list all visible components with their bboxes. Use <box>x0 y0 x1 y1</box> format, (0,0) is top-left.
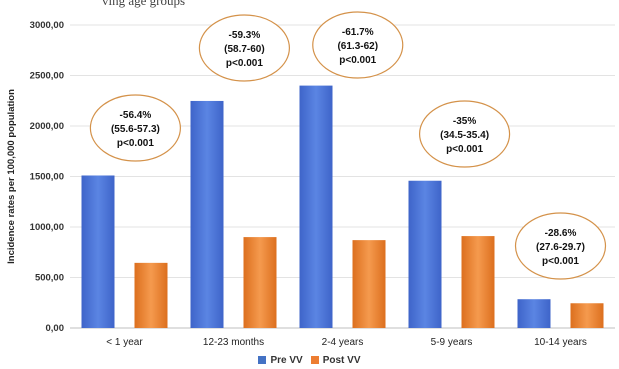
y-tick-label: 1000,00 <box>30 222 64 233</box>
legend-item-pre: Pre VV <box>258 354 303 366</box>
legend-label-pre: Pre VV <box>270 354 303 366</box>
bar-pre-vv <box>517 299 551 328</box>
annotation-text: -59.3% <box>229 30 261 41</box>
x-category-label: 5-9 years <box>431 337 473 348</box>
cropped-caption: ving age groups <box>0 0 619 10</box>
legend-swatch-pre <box>258 356 267 364</box>
bar-pre-vv <box>408 180 442 328</box>
annotation-text: p<0.001 <box>446 144 483 155</box>
legend: Pre VV Post VV <box>0 352 619 368</box>
annotation-text: (34.5-35.4) <box>440 130 489 141</box>
bar-post-vv <box>461 236 495 328</box>
annotation-text: p<0.001 <box>339 55 376 66</box>
x-axis-categories: < 1 year 12-23 months 2-4 years 5-9 years 10… <box>106 337 587 348</box>
x-category-label: < 1 year <box>106 337 143 348</box>
bar-pre-vv <box>190 100 224 329</box>
annotation-text: (55.6-57.3) <box>111 124 160 135</box>
annotation-text: -28.6% <box>545 228 577 239</box>
annotation-ellipse <box>312 11 404 79</box>
annotations: -56.4% (55.6-57.3) p<0.001 -59.3% (58.7-60) p… <box>89 11 607 280</box>
y-tick-label: 500,00 <box>35 273 64 284</box>
y-tick-label: 3000,00 <box>30 20 64 31</box>
annotation-text: p<0.001 <box>117 138 154 149</box>
annotation-ellipse <box>198 14 290 82</box>
annotation-text: -61.7% <box>342 27 374 38</box>
y-axis-label: Incidence rates per 100,000 population <box>6 89 17 264</box>
y-tick-label: 1500,00 <box>30 172 64 183</box>
bar-pre-vv <box>299 85 333 328</box>
x-category-label: 10-14 years <box>534 337 587 348</box>
legend-swatch-post <box>310 356 319 364</box>
y-axis-ticks: 0,00 500,00 1000,00 1500,00 2000,00 2500,00 30… <box>30 20 64 334</box>
annotation-text: (27.6-29.7) <box>536 242 585 253</box>
annotation-ellipse <box>418 100 511 168</box>
bar-post-vv <box>352 240 386 328</box>
bar-pre-vv <box>81 175 115 328</box>
annotation-text: -35% <box>453 116 476 127</box>
bar-post-vv <box>570 303 604 328</box>
y-tick-label: 2000,00 <box>30 121 64 132</box>
annotation-text: p<0.001 <box>542 256 579 267</box>
annotation-text: -56.4% <box>120 110 152 121</box>
bar-chart: 0,00 500,00 1000,00 1500,00 2000,00 2500,00 30… <box>6 11 615 348</box>
annotation-ellipse <box>89 94 181 162</box>
y-tick-label: 2500,00 <box>30 71 64 82</box>
x-category-label: 12-23 months <box>203 337 264 348</box>
bars <box>81 85 604 329</box>
annotation-text: p<0.001 <box>226 58 263 69</box>
x-category-label: 2-4 years <box>322 337 364 348</box>
annotation-text: (61.3-62) <box>337 41 378 52</box>
legend-label-post: Post VV <box>322 354 361 366</box>
annotation-text: (58.7-60) <box>224 44 265 55</box>
cropped-caption-text: ving age groups <box>102 0 186 8</box>
y-tick-label: 0,00 <box>46 323 65 334</box>
bar-post-vv <box>134 262 168 328</box>
annotation-ellipse <box>514 212 607 280</box>
bar-post-vv <box>243 237 277 328</box>
legend-item-post: Post VV <box>310 354 361 366</box>
